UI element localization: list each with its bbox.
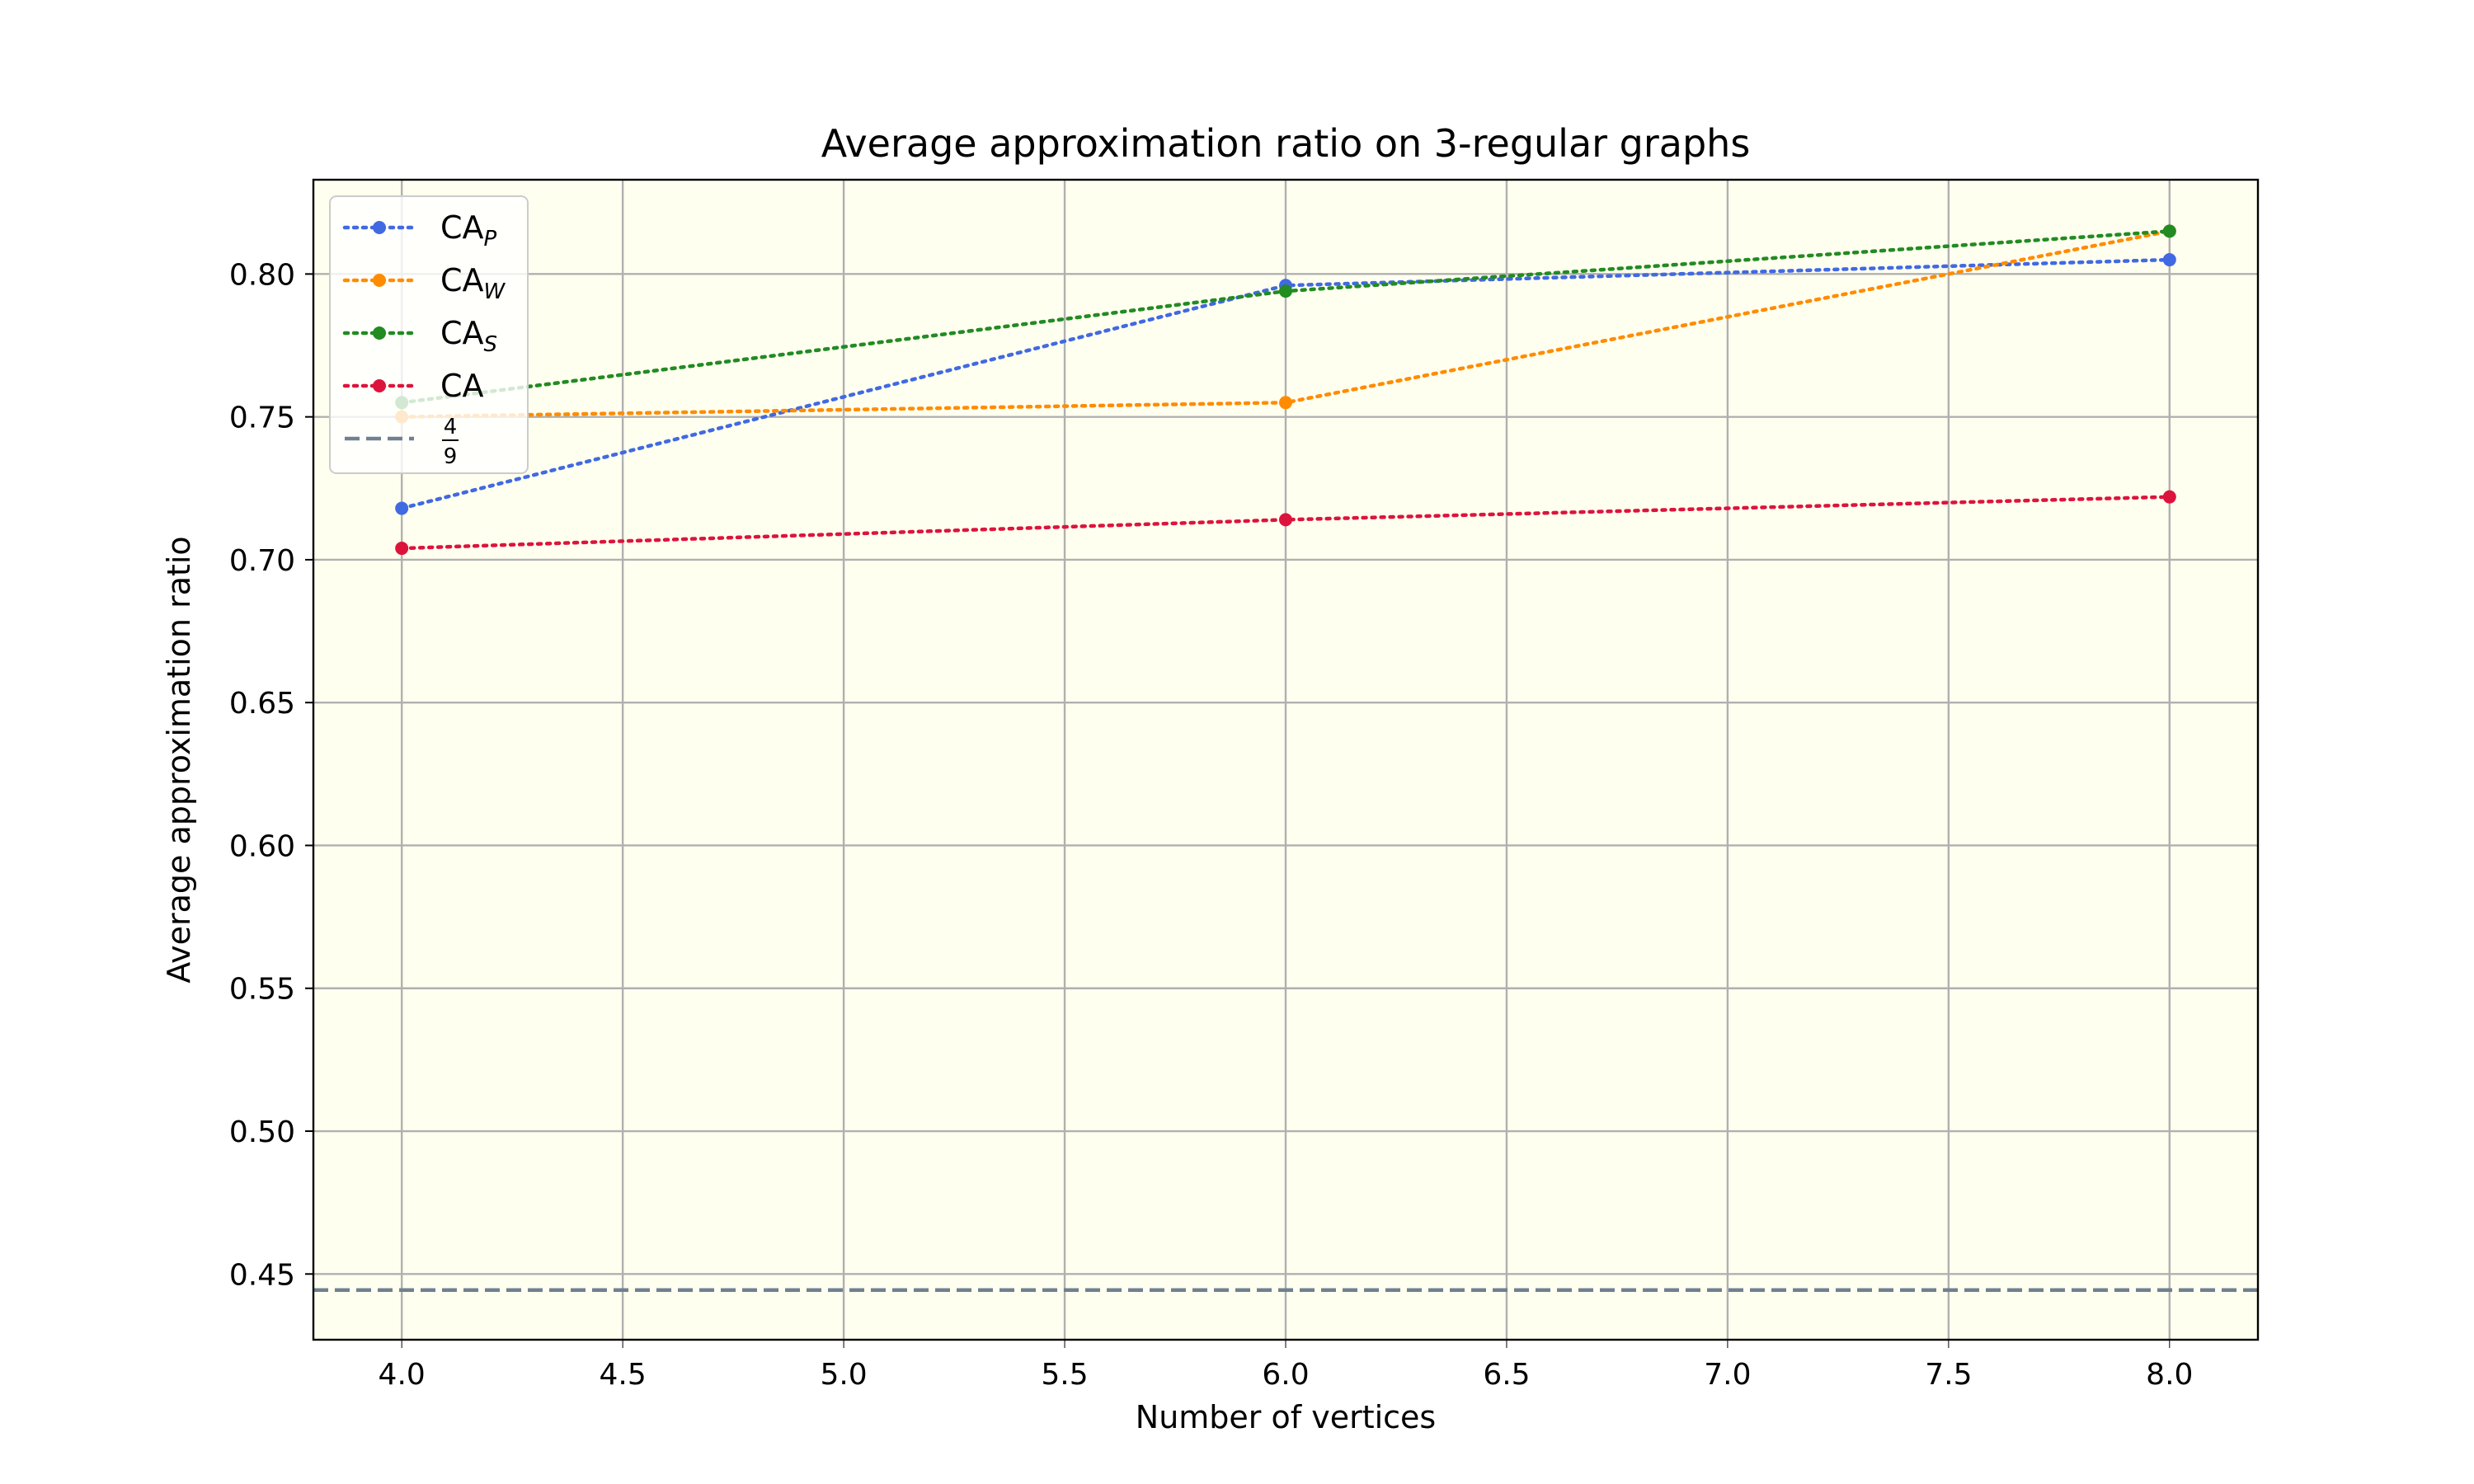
x-axis-label: Number of vertices [1136, 1399, 1436, 1435]
legend-marker [373, 326, 386, 340]
x-tick-label: 6.0 [1262, 1358, 1309, 1392]
y-tick-label: 0.80 [229, 258, 295, 292]
data-point-p [395, 501, 409, 515]
x-tick-label: 6.5 [1483, 1358, 1530, 1392]
x-tick-label: 5.0 [820, 1358, 867, 1392]
y-tick-label: 0.60 [229, 829, 295, 863]
y-tick-label: 0.50 [229, 1115, 295, 1149]
y-tick-label: 0.75 [229, 402, 295, 435]
x-tick-label: 4.5 [600, 1358, 647, 1392]
data-point-base [395, 542, 409, 556]
data-point-s [1279, 284, 1292, 298]
x-tick-label: 8.0 [2146, 1358, 2193, 1392]
data-point-s [2162, 224, 2176, 238]
y-tick-label: 0.70 [229, 544, 295, 578]
legend-marker [373, 221, 386, 234]
x-tick-label: 5.5 [1041, 1358, 1088, 1392]
legend-box [329, 195, 529, 474]
chart-title: Average approximation ratio on 3-regular… [821, 121, 1751, 166]
y-tick-label: 0.65 [229, 687, 295, 721]
legend-subscript: S [484, 332, 498, 357]
data-point-w [1279, 396, 1292, 410]
data-point-p [2162, 253, 2176, 267]
x-tick-label: 7.5 [1925, 1358, 1972, 1392]
x-tick-label: 4.0 [379, 1358, 426, 1392]
legend-marker [373, 379, 386, 392]
legend-subscript: P [484, 227, 497, 251]
legend-marker [373, 274, 386, 287]
y-tick-label: 0.45 [229, 1258, 295, 1292]
y-axis-label: Average approximation ratio [161, 536, 197, 983]
legend-subscript: W [484, 279, 506, 304]
data-point-base [2162, 490, 2176, 504]
legend-fraction-numerator: 4 [444, 415, 458, 439]
legend-label: CA [440, 368, 484, 404]
data-point-base [1279, 513, 1292, 527]
y-tick-label: 0.55 [229, 973, 295, 1007]
legend-fraction-denominator: 9 [444, 444, 458, 469]
x-tick-label: 7.0 [1704, 1358, 1751, 1392]
